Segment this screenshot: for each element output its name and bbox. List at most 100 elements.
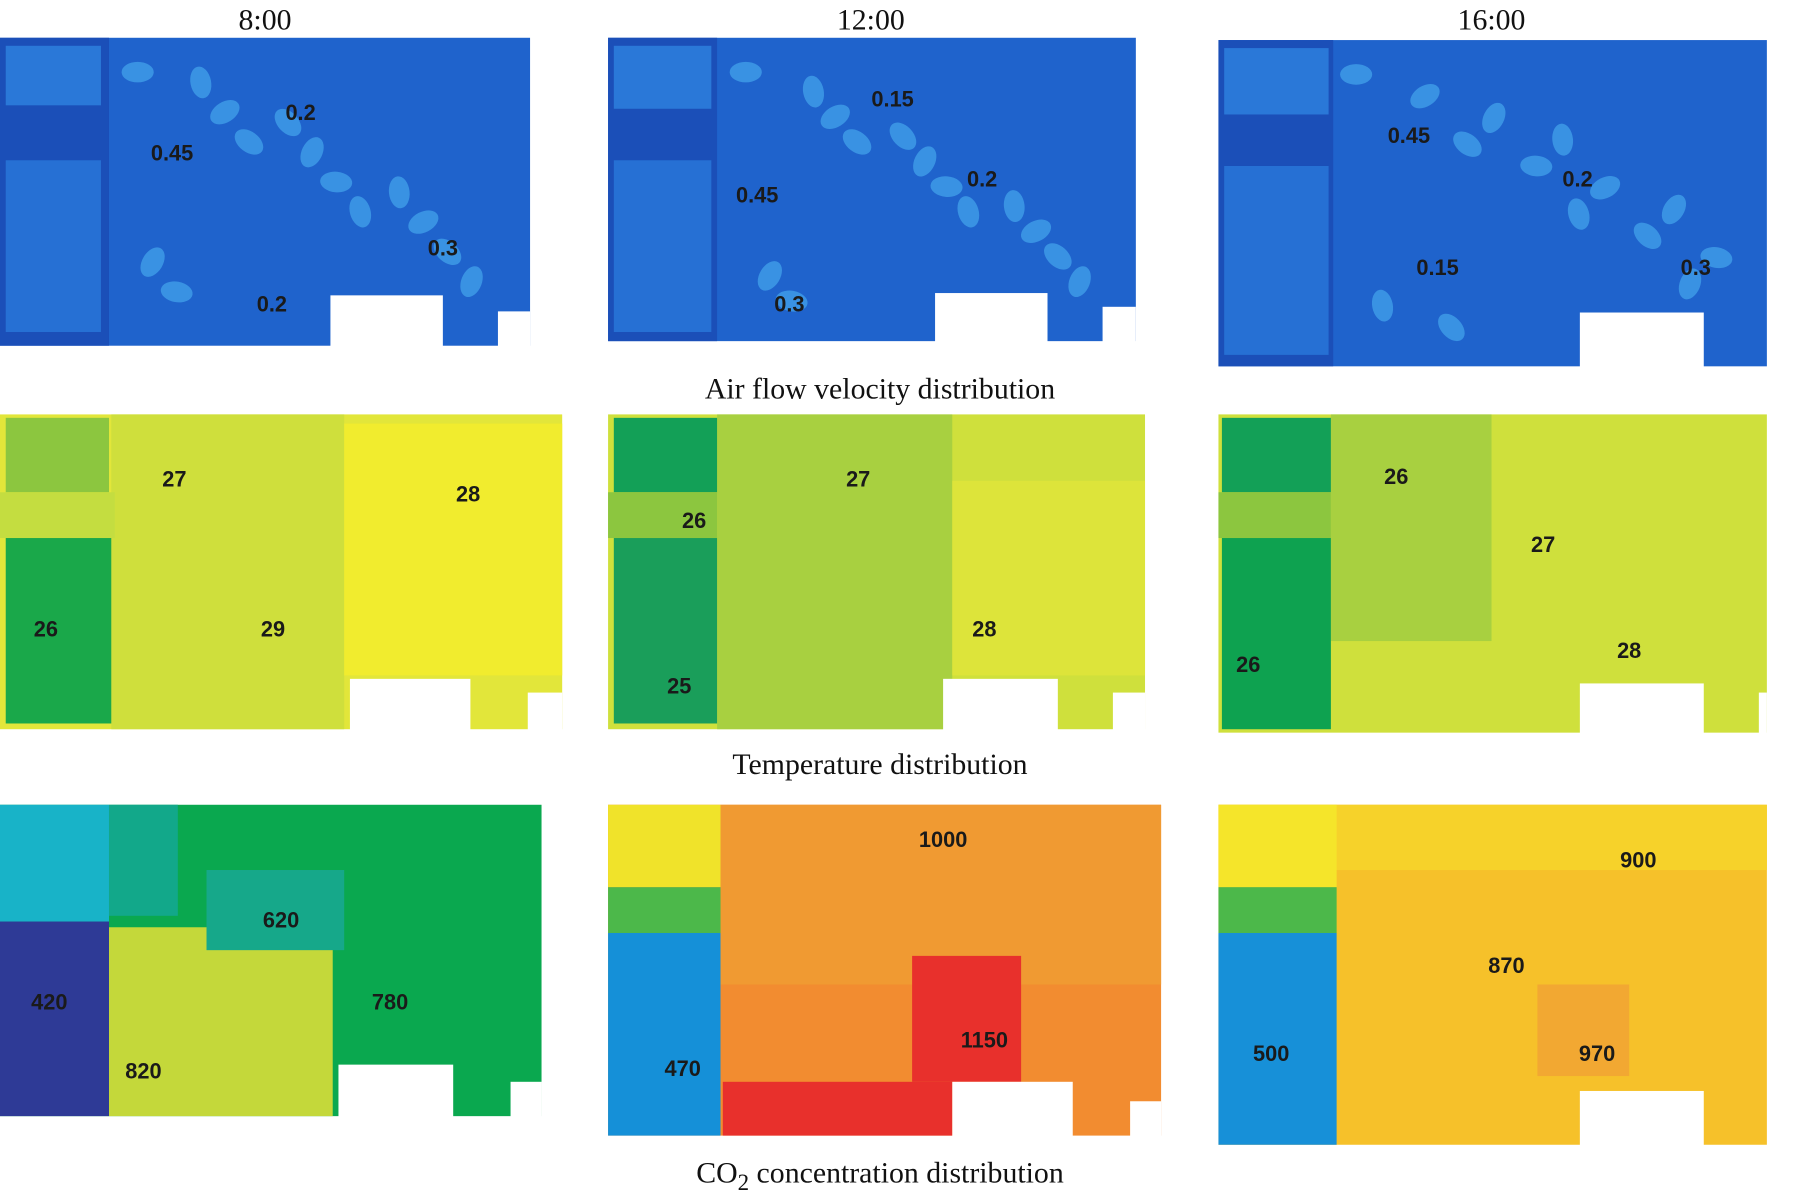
caption-part: 2 — [738, 1170, 749, 1195]
flow-blob — [729, 61, 762, 83]
map-region — [613, 45, 712, 109]
contour-label: 28 — [972, 617, 996, 642]
map-region — [608, 492, 718, 539]
contour-label: 0.45 — [1388, 123, 1430, 148]
map-cutout — [1579, 312, 1704, 368]
flow-blob — [1003, 190, 1025, 223]
flow-blob — [957, 196, 980, 228]
map-cutout — [1102, 306, 1136, 343]
flow-blob — [190, 66, 212, 99]
flow-blob — [1567, 198, 1590, 230]
contour-label: 26 — [682, 508, 706, 533]
map-cutout — [1579, 1090, 1704, 1146]
flow-blob — [388, 176, 410, 209]
column-header: 8:00 — [239, 4, 292, 37]
flow-blob — [802, 75, 825, 108]
map-region — [613, 538, 718, 724]
contour-label: 26 — [34, 617, 58, 642]
contour-label: 870 — [1488, 953, 1524, 978]
map-panel: 0.2 0.45 0.3 0.2 — [0, 37, 531, 347]
contour-label: 970 — [1579, 1041, 1615, 1066]
map-region — [912, 955, 1022, 1082]
flow-blob — [913, 146, 937, 177]
flow-blob — [1371, 289, 1394, 322]
contour-label: 0.2 — [257, 291, 287, 316]
contour-label: 620 — [263, 907, 299, 932]
contour-label: 1000 — [919, 827, 967, 852]
contour-label: 900 — [1620, 848, 1656, 873]
contour-label: 470 — [664, 1056, 700, 1081]
map-region — [1218, 932, 1337, 1145]
map-region — [0, 921, 109, 1117]
contour-label: 1150 — [961, 1027, 1008, 1052]
contour-label: 28 — [1617, 638, 1641, 663]
flow-blob — [889, 122, 917, 150]
map-panel: 1000 1150 470 — [608, 804, 1162, 1137]
flow-blob — [160, 281, 193, 303]
map-region — [344, 423, 563, 676]
flow-blob — [408, 210, 439, 234]
contour-label: 780 — [372, 990, 408, 1015]
map-region — [108, 927, 333, 1117]
flow-blob — [300, 137, 324, 168]
map-region — [5, 160, 101, 332]
map-panel: 27 28 26 29 — [0, 414, 563, 731]
contour-label: 0.2 — [967, 167, 997, 192]
flow-blob — [1068, 266, 1091, 298]
flow-blob — [1044, 243, 1072, 270]
map-region — [0, 492, 115, 539]
flow-blob — [1700, 247, 1733, 269]
map-region — [5, 538, 112, 724]
map-region — [608, 804, 721, 888]
column-header: 16:00 — [1458, 4, 1526, 37]
contour-label: 27 — [162, 467, 186, 492]
flow-blob — [757, 261, 782, 291]
flow-blob — [1590, 176, 1621, 200]
map-region — [613, 160, 712, 332]
row-caption: Temperature distribution — [732, 748, 1027, 781]
map-region — [1218, 492, 1331, 539]
contour-label: 27 — [1531, 532, 1555, 557]
contour-label: 420 — [31, 990, 67, 1015]
contour-label: 0.15 — [1416, 255, 1458, 280]
map-cutout — [330, 295, 443, 347]
map-cutout — [527, 692, 563, 731]
flow-blob — [121, 61, 154, 83]
flow-blob — [1678, 268, 1702, 300]
flow-blob — [1552, 123, 1574, 156]
map-region — [717, 414, 953, 730]
map-cutout — [1758, 692, 1767, 734]
contour-label: 26 — [1384, 464, 1408, 489]
flow-blob — [842, 129, 872, 155]
flow-blob — [1340, 64, 1373, 85]
map-region — [1224, 165, 1329, 355]
contour-label: 0.3 — [1681, 255, 1711, 280]
contour-label: 27 — [846, 467, 870, 492]
flow-blob — [1020, 219, 1052, 243]
contour-label: 29 — [261, 617, 285, 642]
contour-label: 26 — [1236, 652, 1260, 677]
flow-blob — [1438, 313, 1465, 342]
map-region — [1221, 417, 1331, 493]
map-region — [1537, 984, 1630, 1077]
contour-label: 0.15 — [871, 87, 913, 112]
map-cutout — [349, 678, 471, 731]
caption-part: CO — [696, 1157, 737, 1190]
map-region — [1218, 804, 1337, 888]
map-panel: 0.15 0.45 0.2 0.3 — [608, 37, 1136, 343]
flow-blob — [210, 100, 240, 125]
flow-blob — [1410, 83, 1440, 109]
map-region — [1221, 538, 1331, 730]
flow-blob — [820, 104, 850, 129]
contour-label: 820 — [125, 1058, 161, 1083]
row-caption: CO2 concentration distribution — [696, 1157, 1064, 1196]
map-region — [608, 932, 721, 1136]
flow-blob — [140, 247, 165, 277]
map-cutout — [1112, 692, 1146, 731]
flow-blob — [234, 129, 264, 155]
flow-blob — [1453, 131, 1482, 157]
map-region — [952, 480, 1146, 676]
map-region — [5, 45, 101, 106]
map-cutout — [952, 1081, 1073, 1137]
